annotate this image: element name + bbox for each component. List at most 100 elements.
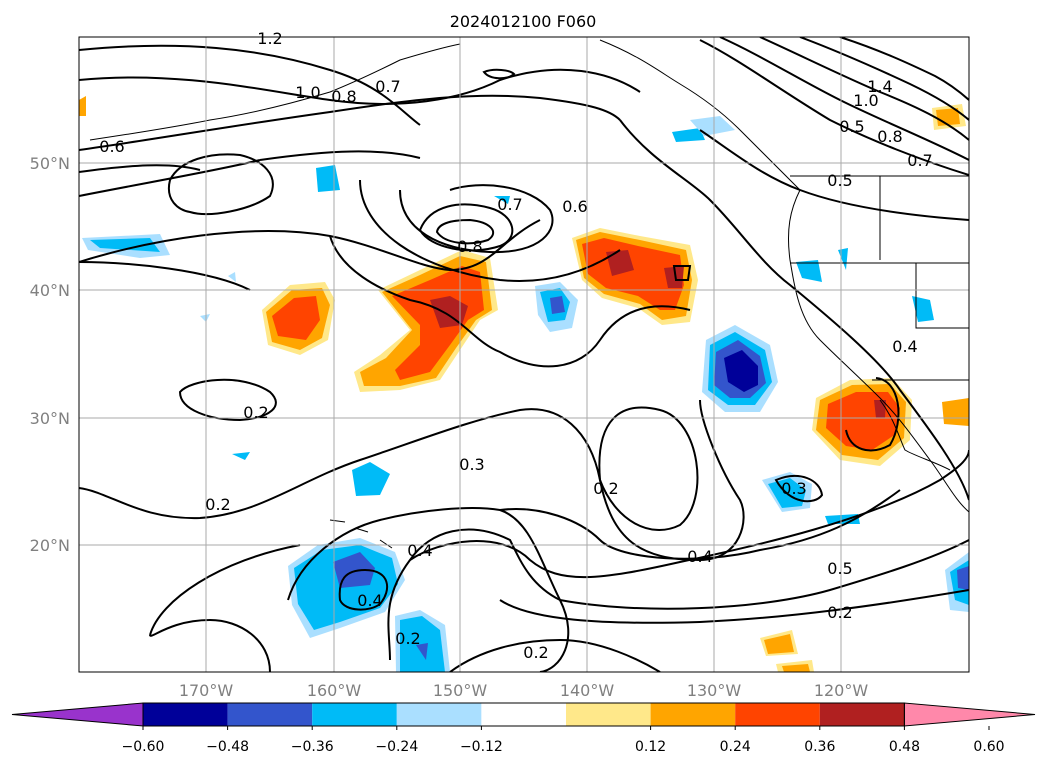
- contour-line: [387, 528, 969, 661]
- contour-line: [338, 568, 389, 611]
- neg-area-small-3: [200, 314, 210, 322]
- contour-label: 0.8: [877, 127, 902, 146]
- colorbar-tick-label: 0.48: [889, 739, 920, 755]
- contour-label: 0.5: [827, 559, 852, 578]
- colorbar-segment: [227, 703, 313, 726]
- colorbar-tick-label: −0.48: [206, 739, 249, 755]
- contour-label: 0.2: [243, 403, 268, 422]
- lat-tick-label: 50°N: [30, 154, 70, 173]
- lon-tick-label: 130°W: [687, 681, 742, 700]
- plot-title: 2024012100 F060: [450, 12, 597, 31]
- lon-tick-label: 140°W: [560, 681, 615, 700]
- contour-line: [418, 203, 514, 252]
- contour-label: 0.7: [907, 151, 932, 170]
- colorbar-segment: [481, 703, 566, 726]
- contour-label: 0.4: [407, 541, 432, 560]
- latitude-labels: 50°N 40°N 30°N 20°N: [30, 154, 70, 555]
- contour-line: [178, 378, 277, 422]
- colorbar-segment: [312, 703, 397, 726]
- colorbar-segment: [650, 703, 736, 726]
- contour-label: 0.5: [827, 171, 852, 190]
- contour-line: [482, 68, 516, 80]
- pos-area-west-core: [272, 296, 320, 340]
- contour-line: [399, 184, 554, 254]
- neg-area-east-edge-core: [957, 566, 969, 590]
- pos-area-east-core-2: [664, 266, 684, 288]
- contour-line: [149, 618, 271, 672]
- colorbar-segment: [396, 703, 482, 726]
- contour-line: [499, 589, 969, 624]
- colorbar-segment: [735, 703, 820, 726]
- contour-label: 0.2: [593, 479, 618, 498]
- map-frame: [78, 36, 970, 673]
- colorbar-extend-low: [11, 702, 144, 727]
- contour-label: 0.4: [357, 591, 382, 610]
- colorbar-tick-label: 0.12: [635, 739, 666, 755]
- contour-label: 0.8: [331, 87, 356, 106]
- contour-label: 0.4: [892, 337, 917, 356]
- contour-line: [79, 159, 261, 197]
- contour-label: 1.0: [853, 91, 878, 110]
- contour-line: [79, 94, 621, 151]
- contour-line: [845, 377, 900, 452]
- lon-tick-label: 120°W: [814, 681, 869, 700]
- neg-area-north: [672, 128, 705, 142]
- pos-area-central-core: [430, 296, 468, 328]
- contour-line: [79, 219, 541, 272]
- contour-line: [435, 218, 495, 245]
- lon-tick-label: 150°W: [433, 681, 488, 700]
- colorbar-tick-label: −0.60: [122, 739, 165, 755]
- contour-label: 1.2: [257, 29, 282, 48]
- contour-label: 1.0: [295, 83, 320, 102]
- colorbar-segment: [819, 703, 905, 726]
- contour-line: [759, 37, 969, 141]
- lat-tick-label: 30°N: [30, 409, 70, 428]
- map-area: 1.21.0 0.80.70.60.7 0.60.81.41.00.50.80.70…: [78, 29, 970, 673]
- colorbar: −0.60 −0.48 −0.36 −0.24 −0.12 0.12 0.24 0.36 0.4…: [11, 702, 1036, 755]
- neg-area-west-core: [90, 238, 160, 252]
- neg-area-mid-core2: [550, 296, 565, 314]
- contour-line: [719, 37, 969, 161]
- contour-line: [329, 235, 691, 368]
- contour-label: 0.6: [99, 137, 124, 156]
- contour-line: [79, 399, 745, 562]
- contour-label: 0.3: [459, 455, 484, 474]
- lon-tick-label: 160°W: [307, 681, 362, 700]
- neg-area-south-1: [352, 462, 390, 496]
- neg-area-small-2: [228, 272, 236, 282]
- contour-line: [672, 265, 692, 281]
- contour-label: 0.5: [839, 117, 864, 136]
- contour-line: [449, 638, 661, 672]
- pos-area-south-1-core: [764, 634, 794, 654]
- negative-anomaly-shading: [82, 116, 969, 672]
- colorbar-segment: [566, 703, 651, 726]
- contour-label: 0.8: [457, 237, 482, 256]
- colorbar-tick-label: 0.60: [973, 739, 1004, 755]
- gridlines: [79, 37, 969, 672]
- lon-tick-label: 170°W: [179, 681, 234, 700]
- contour-label: 0.4: [687, 547, 712, 566]
- colorbar-tick-label: −0.12: [460, 739, 503, 755]
- lat-tick-label: 40°N: [30, 281, 70, 300]
- coastlines: [89, 39, 969, 549]
- pos-area-westedge: [79, 96, 86, 116]
- colorbar-extend-high: [903, 702, 1036, 727]
- contour-line: [619, 119, 969, 501]
- colorbar-frame: [142, 702, 905, 727]
- neg-area-south-3-core: [416, 643, 428, 660]
- longitude-labels: 170°W 160°W 150°W 140°W 130°W 120°W: [179, 681, 869, 700]
- pos-area-east-core-1: [606, 250, 634, 276]
- contour-line: [287, 507, 570, 672]
- colorbar-tick-label: −0.36: [291, 739, 334, 755]
- pos-area-coast: [942, 398, 969, 426]
- lat-tick-label: 20°N: [30, 536, 70, 555]
- colorbar-segment: [143, 703, 228, 726]
- colorbar-tick-label: −0.24: [375, 739, 418, 755]
- contour-lines: [79, 37, 969, 672]
- contour-line: [699, 39, 969, 176]
- contour-line: [799, 37, 969, 121]
- contour-line: [79, 164, 201, 173]
- contour-label: 0.3: [781, 479, 806, 498]
- contour-line: [699, 129, 969, 221]
